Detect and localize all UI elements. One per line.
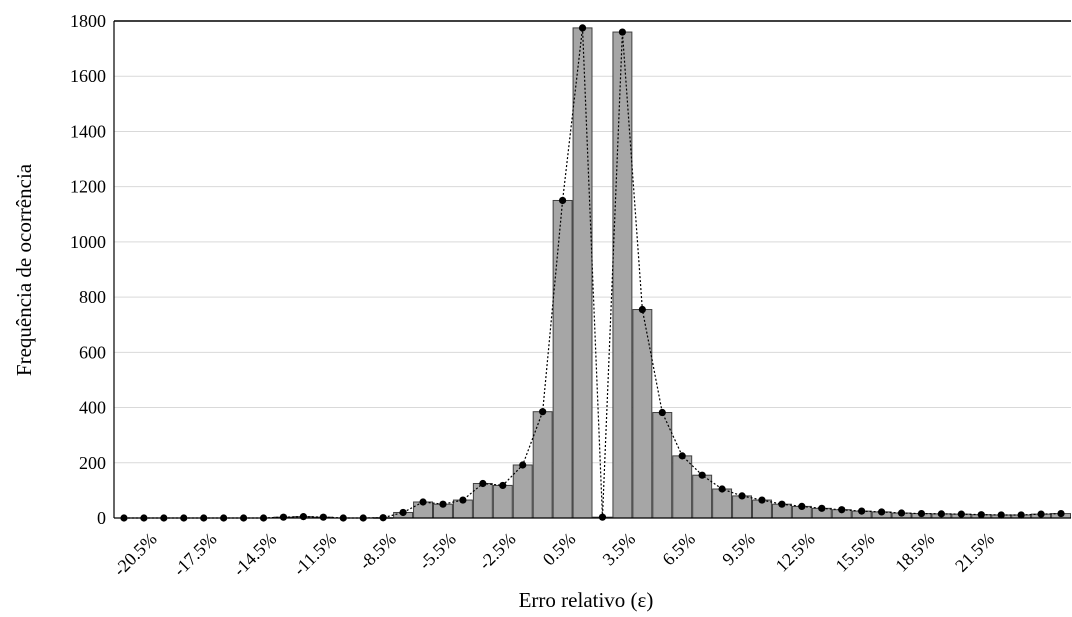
data-point: [678, 452, 686, 460]
y-tick-label: 1200: [70, 177, 106, 197]
data-point: [1037, 510, 1045, 518]
y-tick-label: 800: [79, 287, 106, 307]
data-point: [319, 513, 327, 521]
data-point: [778, 500, 786, 508]
data-point: [459, 496, 467, 504]
x-tick-label: 9.5%: [718, 529, 759, 570]
data-point: [578, 24, 587, 32]
data-point: [499, 481, 507, 490]
y-axis-title: Frequência de ocorrência: [12, 163, 36, 376]
data-point: [618, 28, 627, 36]
bar: [652, 412, 673, 519]
x-tick-label: 15.5%: [831, 529, 878, 576]
data-point: [718, 485, 726, 493]
bar: [552, 199, 573, 519]
data-point: [1057, 509, 1065, 518]
y-tick-labels: 0 200 400 600 800 1000 1200 1400 1600 1800: [70, 11, 106, 528]
y-tick-label: 1600: [70, 66, 106, 86]
data-point: [299, 513, 308, 521]
x-tick-labels: -20.5% -17.5% -14.5% -11.5% -8.5% -5.5% -2.5% 0…: [109, 529, 998, 580]
x-tick-label: 3.5%: [599, 529, 640, 570]
x-tick-label: -20.5%: [109, 529, 160, 580]
data-point: [658, 408, 666, 417]
y-tick-label: 1000: [70, 232, 106, 252]
data-point: [638, 305, 646, 314]
bar: [512, 464, 533, 519]
x-tick-label: -5.5%: [415, 529, 460, 574]
x-tick-label: -11.5%: [289, 529, 340, 580]
bar: [572, 27, 593, 519]
data-point: [957, 510, 965, 518]
y-tick-label: 1800: [70, 11, 106, 31]
bar: [532, 411, 553, 519]
data-point: [419, 498, 427, 506]
x-tick-label: 18.5%: [891, 529, 938, 576]
data-point: [279, 513, 288, 521]
y-tick-label: 400: [79, 398, 106, 418]
data-point: [818, 504, 826, 512]
x-tick-label: -14.5%: [229, 529, 280, 580]
data-point: [598, 513, 607, 521]
x-tick-label: 12.5%: [772, 529, 819, 576]
data-point: [917, 509, 926, 518]
x-tick-label: -8.5%: [355, 529, 400, 574]
data-point: [479, 479, 487, 488]
bar: [712, 488, 733, 519]
bar: [672, 455, 693, 519]
y-tick-label: 0: [97, 508, 106, 528]
data-point: [1017, 511, 1025, 519]
axes: [113, 21, 1071, 519]
data-point: [519, 461, 527, 469]
bar: [612, 31, 633, 519]
data-point: [698, 471, 706, 479]
x-tick-label: -2.5%: [475, 529, 520, 574]
x-tick-label: 6.5%: [658, 529, 699, 570]
y-tick-label: 200: [79, 453, 106, 473]
data-point: [558, 196, 567, 205]
data-point: [937, 510, 946, 518]
data-point: [977, 511, 985, 519]
data-point: [838, 506, 846, 514]
bars: [273, 27, 1071, 519]
data-point: [738, 492, 746, 500]
data-point: [798, 502, 806, 511]
x-axis-title: Erro relativo (ε): [519, 588, 654, 612]
data-point: [399, 508, 407, 517]
trend-line-series: [120, 24, 1065, 522]
bar: [692, 474, 713, 519]
data-point: [758, 496, 766, 504]
data-point: [539, 408, 547, 416]
data-point: [439, 500, 447, 508]
x-tick-label: -17.5%: [169, 529, 220, 580]
y-tick-label: 1400: [70, 121, 106, 141]
y-tick-label: 600: [79, 342, 106, 362]
data-point: [897, 509, 906, 517]
data-point: [877, 508, 886, 516]
x-tick-label: 0.5%: [539, 529, 580, 570]
data-point: [858, 507, 866, 515]
data-point: [997, 511, 1005, 519]
bar: [492, 484, 513, 519]
x-tick-label: 21.5%: [951, 529, 998, 576]
